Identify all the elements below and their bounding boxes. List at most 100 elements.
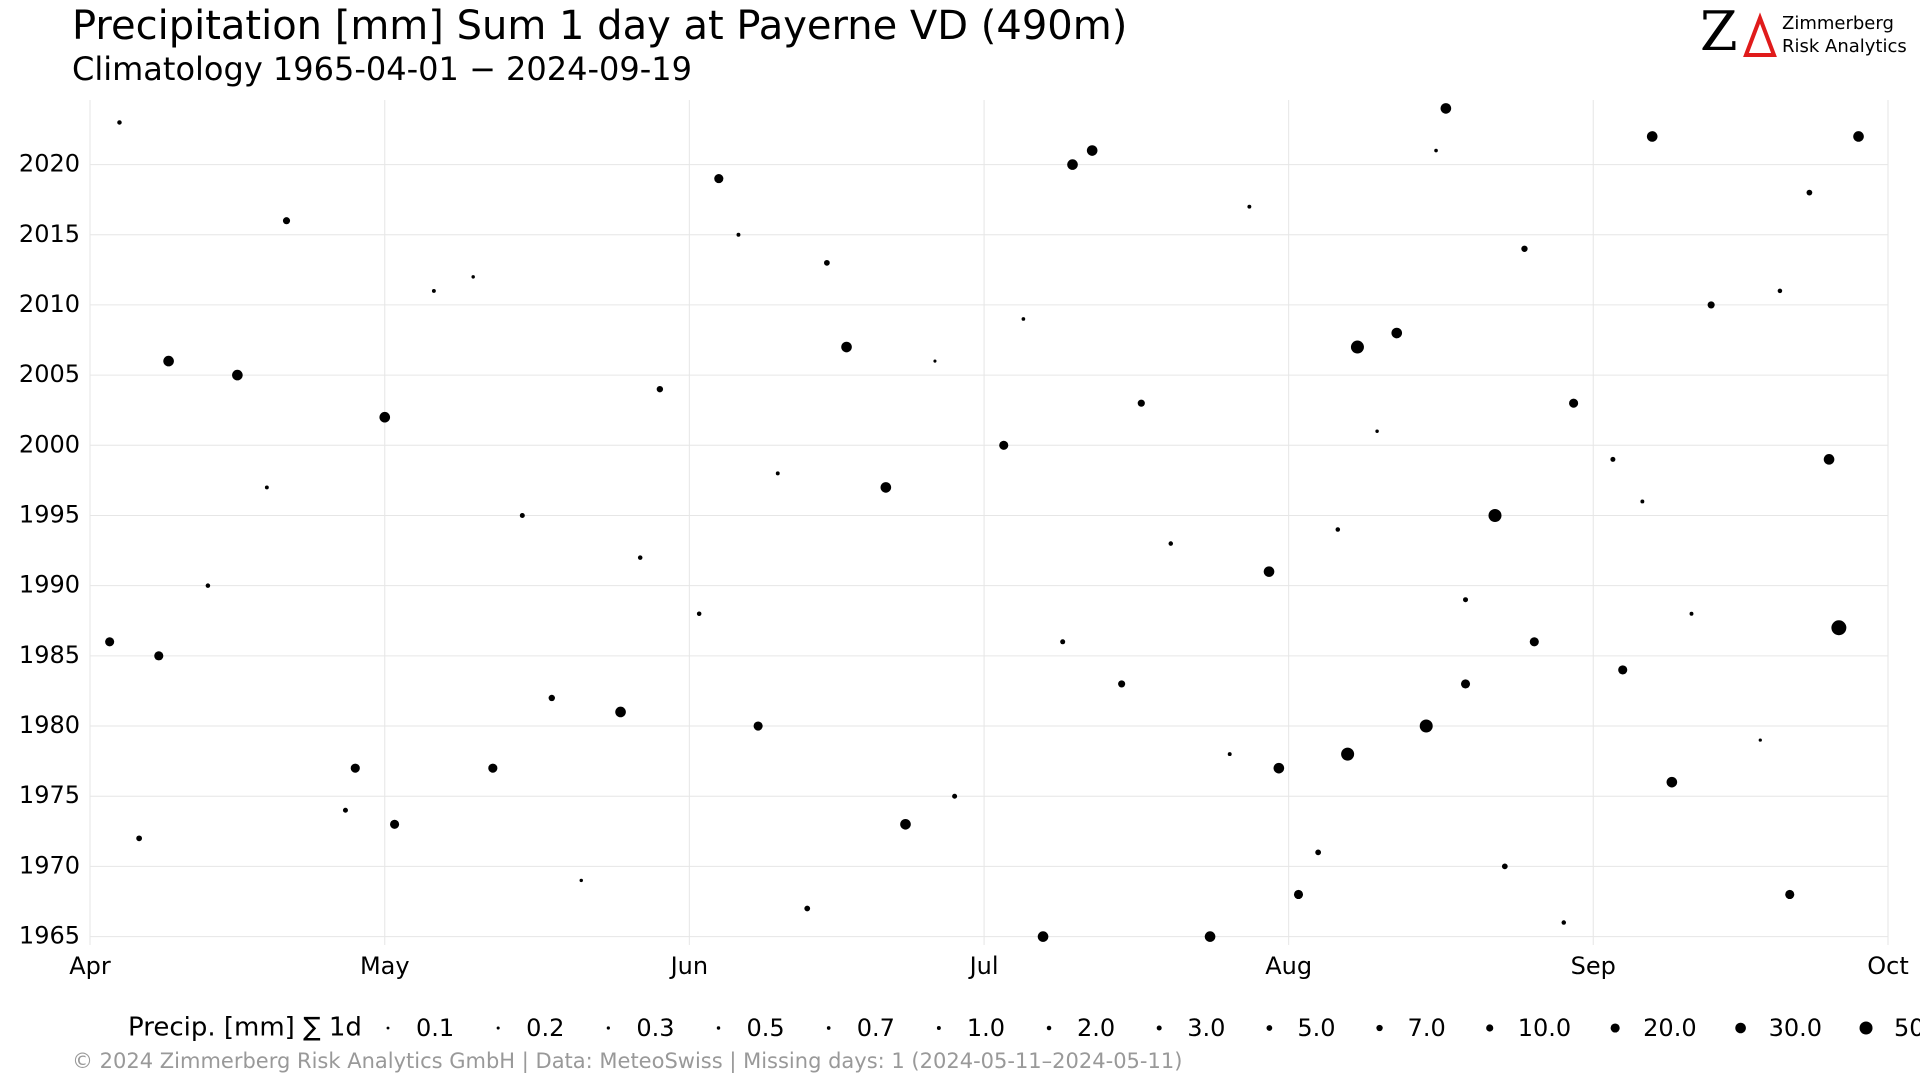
legend-dot <box>1859 1021 1873 1035</box>
y-tick-label: 1965 <box>19 922 80 950</box>
precip-dot <box>431 288 436 293</box>
precip-dot <box>615 706 626 718</box>
precip-dot <box>1666 776 1678 788</box>
precip-dot <box>1707 301 1715 309</box>
precip-dot <box>1021 317 1026 321</box>
precip-dot <box>1853 131 1864 142</box>
chart-title: Precipitation [mm] Sum 1 day at Payerne … <box>72 3 1127 49</box>
precip-dot <box>1640 499 1645 504</box>
legend-label: 0.3 <box>636 1014 674 1042</box>
y-tick-label: 1990 <box>19 571 80 599</box>
precip-dot <box>390 819 400 829</box>
y-tick-label: 2005 <box>19 360 80 388</box>
precip-dot <box>1350 340 1364 354</box>
legend-label: 2.0 <box>1077 1014 1115 1042</box>
precip-dot <box>841 341 852 353</box>
precip-dot <box>1137 399 1145 407</box>
precip-dot <box>350 763 360 773</box>
legend-title: Precip. [mm] ∑ 1d <box>128 1013 362 1043</box>
legend-dot <box>496 1026 500 1030</box>
legend-dot <box>936 1026 941 1030</box>
precip-dot <box>1569 398 1579 408</box>
precip-dot <box>232 369 243 381</box>
precip-dot <box>656 385 664 393</box>
legend-dot <box>386 1026 390 1030</box>
precip-dot <box>1521 245 1528 252</box>
precip-dot <box>205 583 211 588</box>
precip-dot <box>379 411 391 423</box>
legend-dot <box>716 1026 721 1030</box>
legend-label: 5.0 <box>1297 1014 1335 1042</box>
precip-dot <box>933 359 937 363</box>
precip-dot <box>342 807 348 813</box>
legend-dot <box>1156 1025 1162 1031</box>
legend-dot <box>1735 1022 1746 1034</box>
precip-dot <box>1273 762 1285 774</box>
precip-dot <box>1646 131 1658 142</box>
precip-dot <box>163 355 174 367</box>
precip-dot <box>1561 920 1567 925</box>
precip-dot <box>1263 566 1275 577</box>
footer: © 2024 Zimmerberg Risk Analytics GmbH | … <box>72 1049 1182 1074</box>
legend-label: 50.0 <box>1894 1014 1920 1042</box>
legend-label: 20.0 <box>1643 1014 1696 1042</box>
logo-triangle <box>1743 12 1777 57</box>
precip-dot <box>1785 889 1795 900</box>
precip-dot <box>1391 327 1403 339</box>
precip-dot <box>824 259 830 266</box>
precip-dot <box>1247 204 1252 209</box>
y-tick-label: 1980 <box>19 711 80 739</box>
precip-dot <box>1060 639 1066 645</box>
y-tick-label: 1970 <box>19 851 80 879</box>
legend-label: 3.0 <box>1187 1014 1225 1042</box>
x-tick-label: Jul <box>968 952 999 980</box>
precip-dot <box>775 471 780 476</box>
precip-dot <box>471 275 475 279</box>
precip-dot <box>637 555 643 560</box>
precip-dot <box>488 763 498 773</box>
y-tick-label: 1985 <box>19 641 80 669</box>
precip-dot <box>1419 719 1433 733</box>
precip-dot <box>1618 665 1628 675</box>
y-tick-label: 2015 <box>19 220 80 248</box>
precip-dot <box>264 485 269 490</box>
precip-dot <box>1460 679 1471 689</box>
precip-dot <box>1610 456 1616 462</box>
precip-dot <box>1501 863 1508 870</box>
precip-dot <box>548 694 555 702</box>
precip-dot <box>1689 611 1694 616</box>
legend-label: 0.2 <box>526 1014 564 1042</box>
precip-dot <box>1335 527 1341 532</box>
x-tick-label: Sep <box>1571 952 1616 980</box>
logo-text: Risk Analytics <box>1782 36 1907 57</box>
precip-dot <box>105 637 115 647</box>
precip-dot <box>117 120 122 125</box>
legend-label: 0.7 <box>857 1014 895 1042</box>
y-tick-label: 2010 <box>19 290 80 318</box>
precip-dot <box>999 440 1009 450</box>
precip-dot <box>952 793 958 799</box>
precip-dot <box>1488 508 1502 522</box>
legend-dot <box>826 1026 831 1030</box>
precip-dot <box>1086 145 1098 156</box>
precip-dot <box>1315 849 1322 856</box>
legend-label: 1.0 <box>967 1014 1005 1042</box>
precip-dot <box>1037 931 1049 942</box>
precip-dot <box>1168 541 1174 546</box>
precip-dot <box>1434 148 1438 153</box>
y-tick-label: 1975 <box>19 781 80 809</box>
precip-dot <box>154 651 164 661</box>
legend-label: 0.1 <box>416 1014 454 1042</box>
precip-dot <box>1204 931 1216 942</box>
precip-dot <box>736 232 741 237</box>
precip-dot <box>1227 752 1232 757</box>
precip-dot <box>753 721 763 731</box>
precip-dot <box>900 818 911 830</box>
x-tick-label: May <box>360 952 410 980</box>
y-tick-label: 2000 <box>19 430 80 458</box>
legend-dot <box>606 1026 610 1030</box>
legend-dot <box>1266 1025 1273 1031</box>
legend-dot <box>1046 1025 1052 1031</box>
precip-dot <box>1293 889 1304 900</box>
precip-dot <box>1777 288 1783 294</box>
